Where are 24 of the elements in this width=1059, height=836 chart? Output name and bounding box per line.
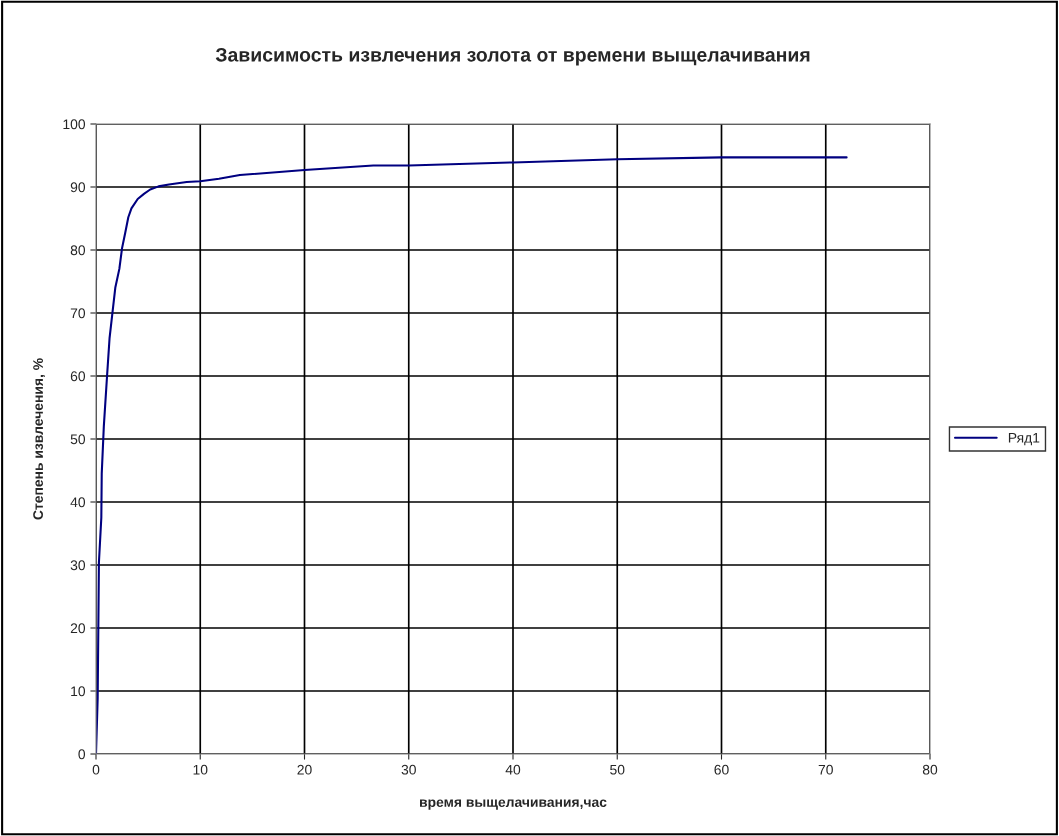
y-tick-label: 100 (63, 119, 86, 130)
y-tick-label: 90 (70, 182, 86, 193)
x-tick-label: 70 (818, 764, 833, 775)
x-tick-label: 0 (92, 764, 100, 775)
y-tick-label: 70 (70, 308, 86, 319)
y-axis-title: Степень извлечения, % (33, 358, 46, 520)
x-tick-label: 10 (193, 764, 208, 775)
x-tick-label: 20 (297, 764, 312, 775)
chart-title: Зависимость извлечения золота от времени выщелачивания (215, 47, 810, 66)
x-tick-label: 80 (922, 764, 938, 775)
x-axis-title: время выщелачивания,час (420, 799, 607, 810)
x-tick-label: 30 (401, 764, 416, 775)
x-tick-label: 60 (714, 764, 729, 775)
y-tick-label: 60 (70, 371, 86, 382)
x-tick-label: 40 (505, 764, 521, 775)
y-tick-label: 30 (70, 560, 86, 571)
y-tick-label: 50 (70, 434, 86, 445)
y-tick-label: 20 (70, 623, 86, 634)
y-tick-label: 10 (71, 686, 86, 697)
legend-label: Ряд1 (1008, 433, 1040, 446)
y-tick-label: 0 (78, 749, 86, 760)
y-tick-label: 80 (70, 245, 86, 256)
x-tick-label: 50 (610, 764, 625, 775)
y-tick-label: 40 (70, 497, 86, 508)
